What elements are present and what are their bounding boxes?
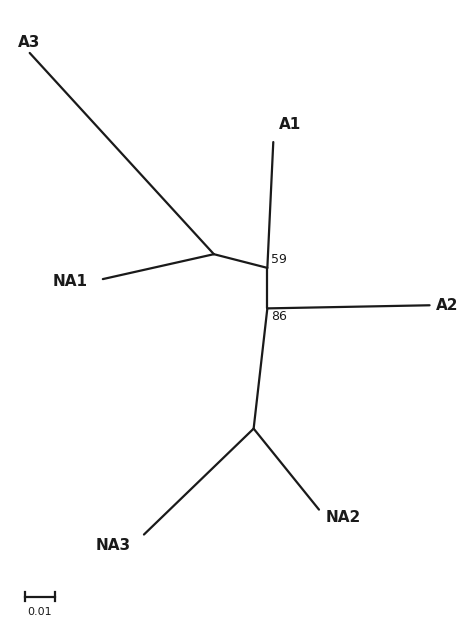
Text: 86: 86 bbox=[271, 310, 287, 323]
Text: NA3: NA3 bbox=[96, 538, 131, 553]
Text: 0.01: 0.01 bbox=[28, 607, 52, 617]
Text: A1: A1 bbox=[279, 117, 301, 132]
Text: 59: 59 bbox=[271, 253, 287, 266]
Text: NA2: NA2 bbox=[325, 510, 361, 525]
Text: A2: A2 bbox=[436, 298, 457, 313]
Text: A3: A3 bbox=[18, 35, 41, 50]
Text: NA1: NA1 bbox=[53, 274, 88, 289]
